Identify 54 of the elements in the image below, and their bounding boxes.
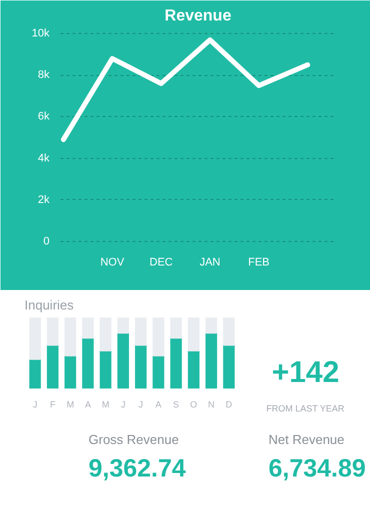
text: Net Revenue bbox=[268, 432, 344, 447]
x-tick-label: J bbox=[120, 400, 126, 410]
y-tick-label: 10k bbox=[32, 28, 50, 40]
bar bbox=[29, 318, 41, 360]
x-tick-label: A bbox=[155, 400, 162, 410]
x-tick-label: FEB bbox=[248, 256, 270, 268]
bar bbox=[117, 332, 129, 388]
chart-title: Inquiries bbox=[24, 298, 74, 312]
x-tick-label: S bbox=[173, 400, 180, 410]
bar bbox=[82, 338, 94, 388]
bar bbox=[64, 355, 76, 388]
bar bbox=[170, 318, 182, 339]
x-tick-label: F bbox=[50, 400, 56, 410]
bar bbox=[46, 318, 58, 346]
bar bbox=[135, 344, 147, 388]
x-tick-label: J bbox=[138, 400, 144, 410]
x-tick-label: N bbox=[208, 400, 215, 410]
x-tick-label: M bbox=[66, 400, 74, 410]
y-tick-label: 2k bbox=[38, 194, 50, 206]
x-tick-label: DEC bbox=[150, 256, 173, 268]
x-tick-label: M bbox=[102, 400, 110, 410]
bar bbox=[29, 358, 41, 388]
text: Gross Revenue bbox=[88, 432, 179, 447]
text: +142 bbox=[272, 356, 340, 389]
bar bbox=[188, 350, 200, 388]
bar bbox=[135, 318, 147, 346]
bar bbox=[64, 318, 76, 356]
x-tick-label: JAN bbox=[200, 256, 220, 268]
y-tick-label: 8k bbox=[38, 69, 50, 82]
y-tick-label: 6k bbox=[38, 110, 50, 123]
bar bbox=[46, 344, 58, 388]
x-tick-label: NOV bbox=[100, 256, 125, 268]
x-tick-label: J bbox=[32, 400, 38, 410]
y-tick-label: 0 bbox=[43, 235, 50, 248]
bar bbox=[152, 355, 164, 388]
text: 9,362.74 bbox=[88, 454, 186, 482]
bar bbox=[117, 318, 129, 334]
bar bbox=[223, 318, 235, 346]
x-tick-label: A bbox=[84, 400, 91, 410]
y-tick-label: 4k bbox=[38, 152, 50, 164]
bar bbox=[223, 344, 235, 388]
bar bbox=[82, 318, 94, 339]
x-tick-label: D bbox=[226, 400, 233, 410]
chart-title: Revenue bbox=[164, 8, 232, 24]
text: 6,734.89 bbox=[268, 454, 366, 482]
text: FROM LAST YEAR bbox=[266, 404, 345, 414]
bar bbox=[206, 318, 218, 334]
bar bbox=[100, 318, 112, 352]
bar bbox=[100, 350, 112, 388]
bar bbox=[206, 332, 218, 388]
bar bbox=[188, 318, 200, 352]
bar bbox=[170, 338, 182, 388]
bar bbox=[152, 318, 164, 356]
x-tick-label: O bbox=[190, 400, 198, 410]
